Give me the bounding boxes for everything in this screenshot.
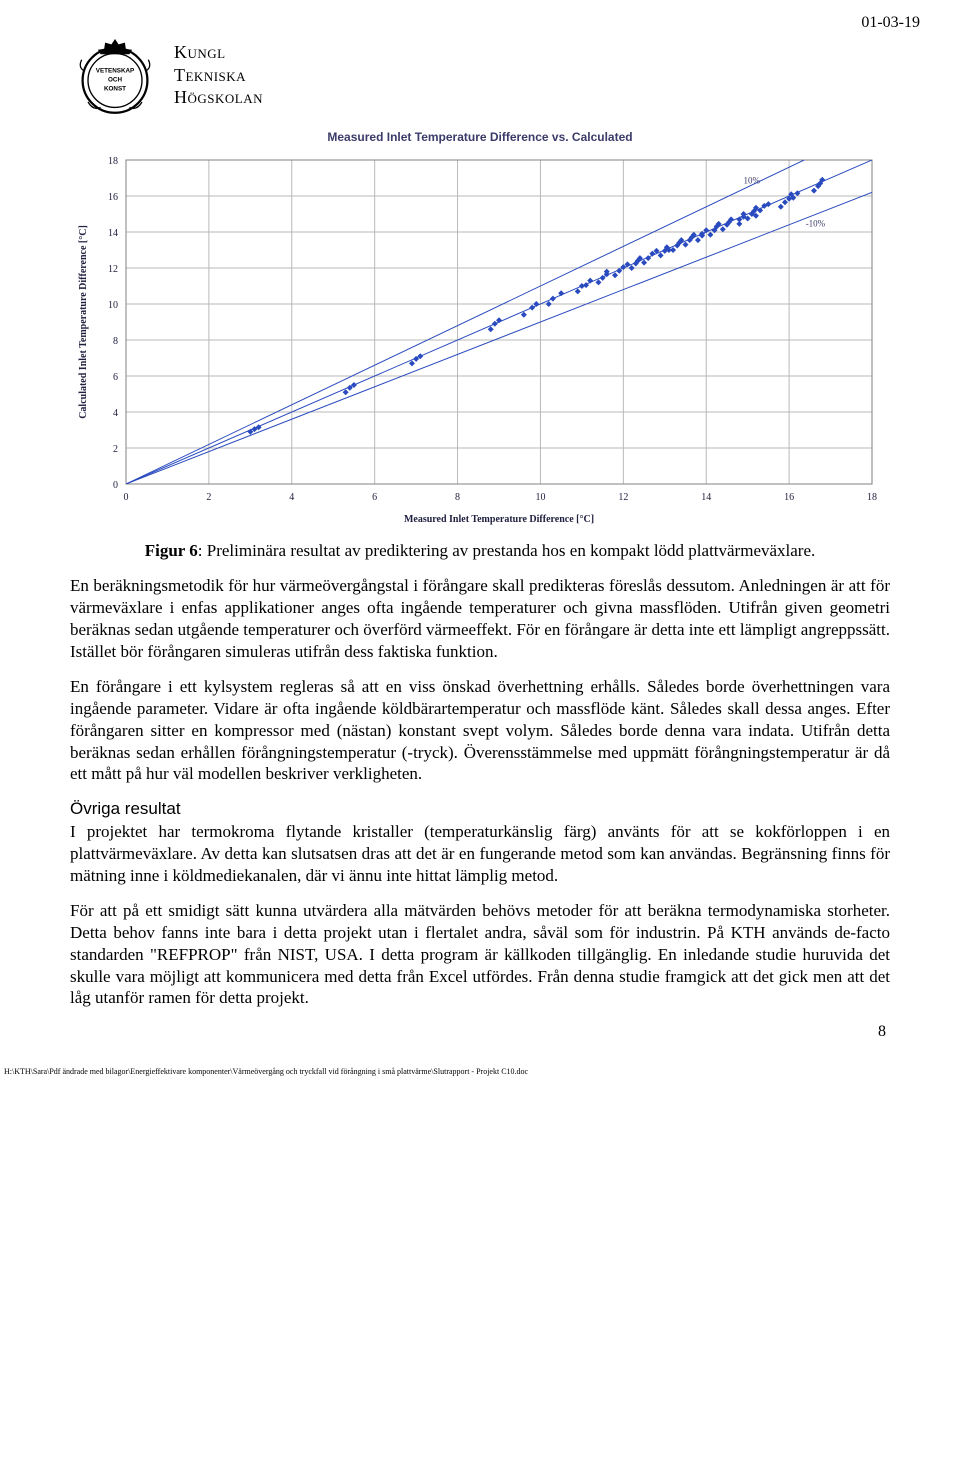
institution-name: Kungl Tekniska Högskolan [174, 41, 263, 109]
institution-line-1: Kungl [174, 41, 263, 64]
svg-text:2: 2 [206, 492, 211, 503]
svg-text:-10%: -10% [806, 219, 826, 229]
svg-text:12: 12 [108, 264, 118, 275]
svg-text:4: 4 [289, 492, 294, 503]
svg-text:4: 4 [113, 408, 118, 419]
paragraph-3: I projektet har termokroma flytande kris… [70, 821, 890, 886]
svg-text:8: 8 [455, 492, 460, 503]
scatter-chart: 0 2 4 6 8 10 12 14 16 18 0 2 4 6 8 10 12 14 16 18 10% -10% Mea… [70, 150, 890, 530]
svg-text:Calculated Inlet Temperature D: Calculated Inlet Temperature Difference … [78, 225, 89, 419]
page-container: 01-03-19 VETENSKAP OCH KONST Kungl Tekni… [0, 0, 960, 1061]
svg-text:6: 6 [372, 492, 377, 503]
institution-line-3: Högskolan [174, 86, 263, 109]
page-header: VETENSKAP OCH KONST Kungl Tekniska Högsk… [70, 30, 890, 120]
paragraph-4: För att på ett smidigt sätt kunna utvärd… [70, 900, 890, 1009]
page-number: 8 [70, 1023, 890, 1041]
svg-text:16: 16 [784, 492, 794, 503]
svg-text:2: 2 [113, 444, 118, 455]
svg-text:0: 0 [124, 492, 129, 503]
figure-caption-text: : Preliminära resultat av prediktering a… [198, 541, 815, 560]
svg-text:OCH: OCH [108, 76, 122, 83]
svg-text:10%: 10% [744, 175, 761, 185]
svg-text:18: 18 [867, 492, 877, 503]
paragraph-2: En förångare i ett kylsystem regleras så… [70, 676, 890, 785]
svg-text:8: 8 [113, 336, 118, 347]
figure-caption: Figur 6: Preliminära resultat av predikt… [130, 540, 830, 561]
svg-text:6: 6 [113, 372, 118, 383]
svg-text:10: 10 [108, 300, 118, 311]
figure-caption-label: Figur 6 [145, 541, 198, 560]
svg-text:VETENSKAP: VETENSKAP [96, 67, 135, 74]
chart-container: Measured Inlet Temperature Difference vs… [70, 130, 890, 530]
kth-emblem-icon: VETENSKAP OCH KONST [70, 30, 160, 120]
footer-path: H:\KTH\Sara\Pdf ändrade med bilagor\Ener… [0, 1067, 960, 1076]
svg-text:14: 14 [701, 492, 711, 503]
date-label: 01-03-19 [861, 14, 920, 32]
svg-text:16: 16 [108, 192, 118, 203]
chart-title: Measured Inlet Temperature Difference vs… [70, 130, 890, 144]
svg-text:Measured Inlet Temperature Dif: Measured Inlet Temperature Difference [°… [404, 514, 594, 525]
svg-text:10: 10 [535, 492, 545, 503]
paragraph-1: En beräkningsmetodik för hur värmeövergå… [70, 575, 890, 662]
svg-text:12: 12 [618, 492, 628, 503]
svg-text:14: 14 [108, 228, 118, 239]
svg-text:KONST: KONST [104, 85, 126, 92]
institution-line-2: Tekniska [174, 64, 263, 87]
svg-text:18: 18 [108, 156, 118, 167]
subheading-other-results: Övriga resultat [70, 799, 890, 819]
svg-text:0: 0 [113, 480, 118, 491]
